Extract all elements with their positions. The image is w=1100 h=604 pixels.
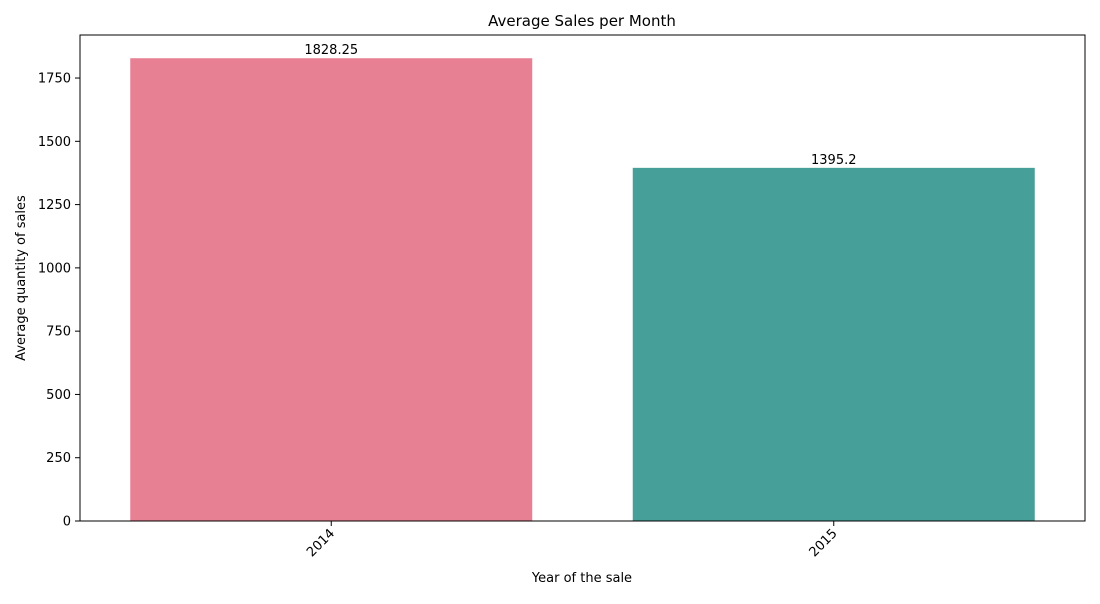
y-tick-label-500: 500 [46,388,71,403]
y-tick-label-1250: 1250 [38,198,71,213]
y-axis-title: Average quantity of sales [14,195,29,361]
y-tick-label-1750: 1750 [38,72,71,87]
x-tick-label-2015: 2015 [807,526,841,560]
y-tick-label-1500: 1500 [38,135,71,150]
y-tick-label-0: 0 [63,515,71,530]
y-tick-label-250: 250 [46,451,71,466]
x-tick-label-2014: 2014 [304,526,338,560]
plot-area: 1828.25 2014 1395.2 2015 0 250 500 750 1000 1250 1… [38,43,1035,560]
bar-2015 [632,167,1035,521]
data-label-2015: 1395.2 [811,153,857,168]
x-axis-title: Year of the sale [531,571,632,586]
bar-2014 [130,58,533,522]
axes-frame [79,34,1086,522]
y-tick-label-750: 750 [46,325,71,340]
data-label-2014: 1828.25 [304,43,358,58]
chart-title: Average Sales per Month [488,12,676,30]
y-tick-label-1000: 1000 [38,261,71,276]
